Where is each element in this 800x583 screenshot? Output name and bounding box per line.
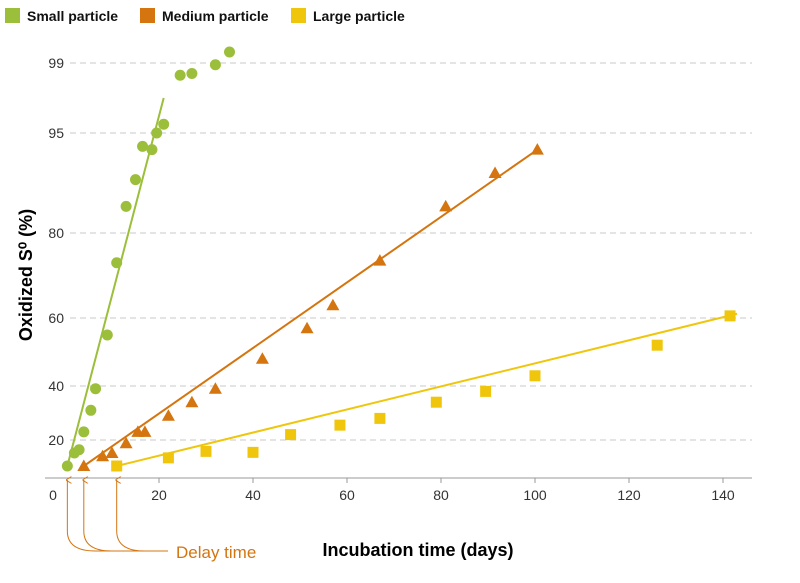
data-point <box>119 436 133 449</box>
data-point <box>255 352 269 364</box>
fit-line <box>66 97 165 467</box>
delay-time-label: Delay time <box>176 543 256 562</box>
data-point <box>77 459 91 471</box>
x-tick-label: 140 <box>711 487 735 503</box>
data-point <box>185 395 199 408</box>
data-point <box>158 118 170 130</box>
data-point <box>247 446 259 458</box>
y-tick-label: 80 <box>48 225 64 241</box>
data-point <box>73 444 85 456</box>
fit-line <box>83 148 538 467</box>
data-point <box>326 298 340 311</box>
data-point <box>334 419 346 431</box>
data-point <box>300 321 314 334</box>
data-point <box>96 449 110 462</box>
fit-line <box>116 312 738 467</box>
data-point <box>111 257 123 269</box>
y-tick-label: 20 <box>48 432 64 448</box>
data-point <box>373 254 387 266</box>
y-tick-labels: 20 40 60 80 95 99 <box>48 55 64 448</box>
data-point <box>480 385 492 397</box>
data-point <box>488 166 502 178</box>
legend: Small particle Medium particle Large par… <box>5 8 405 24</box>
data-point <box>724 310 736 322</box>
data-point <box>530 143 544 155</box>
data-point <box>430 396 442 408</box>
data-point <box>224 46 235 58</box>
delay-arrow <box>67 480 168 552</box>
data-point <box>161 409 175 421</box>
x-tick-label: 40 <box>245 487 261 503</box>
legend-swatch-large <box>291 8 306 23</box>
y-tick-label: 99 <box>48 55 64 71</box>
data-point <box>651 339 663 351</box>
data-point <box>111 460 123 472</box>
data-point <box>146 144 158 156</box>
data-point <box>85 404 97 416</box>
legend-label-small: Small particle <box>27 8 118 24</box>
data-point <box>61 460 73 472</box>
x-tick-label: 60 <box>339 487 355 503</box>
legend-label-large: Large particle <box>313 8 405 24</box>
x-tick-label: 100 <box>523 487 547 503</box>
data-point <box>208 382 222 394</box>
delay-arrow <box>84 480 168 552</box>
legend-label-medium: Medium particle <box>162 8 269 24</box>
data-point <box>138 425 152 437</box>
data-point <box>78 426 90 438</box>
data-point <box>101 329 113 341</box>
data-points <box>61 46 736 472</box>
delay-annotation: Delay time <box>67 480 256 562</box>
data-point <box>439 199 453 212</box>
data-point <box>529 370 541 382</box>
y-axis-title: Oxidized S⁰ (%) <box>16 209 36 341</box>
data-point <box>105 446 119 458</box>
data-point <box>209 59 221 71</box>
x-tick-label: 0 <box>49 487 57 503</box>
x-tick-label: 120 <box>617 487 641 503</box>
data-point <box>174 69 186 81</box>
y-tick-label: 60 <box>48 310 64 326</box>
fit-lines <box>66 97 738 467</box>
data-point <box>285 429 297 441</box>
data-point <box>151 127 163 139</box>
data-point <box>120 200 132 212</box>
data-point <box>374 412 386 424</box>
data-point <box>137 140 149 152</box>
gridlines <box>70 62 752 441</box>
x-tick-label: 80 <box>433 487 449 503</box>
y-tick-label: 95 <box>48 125 64 141</box>
legend-swatch-small <box>5 8 20 23</box>
legend-swatch-medium <box>140 8 155 23</box>
data-point <box>90 383 102 395</box>
y-tick-label: 40 <box>48 378 64 394</box>
x-axis-title: Incubation time (days) <box>322 540 513 560</box>
x-tick-label: 20 <box>151 487 167 503</box>
x-axis: 0 20 40 60 80 100 120 140 <box>45 477 752 503</box>
delay-arrow <box>117 480 168 552</box>
data-point <box>186 68 198 79</box>
data-point <box>200 445 212 457</box>
data-point <box>130 174 141 186</box>
data-point <box>162 452 174 464</box>
